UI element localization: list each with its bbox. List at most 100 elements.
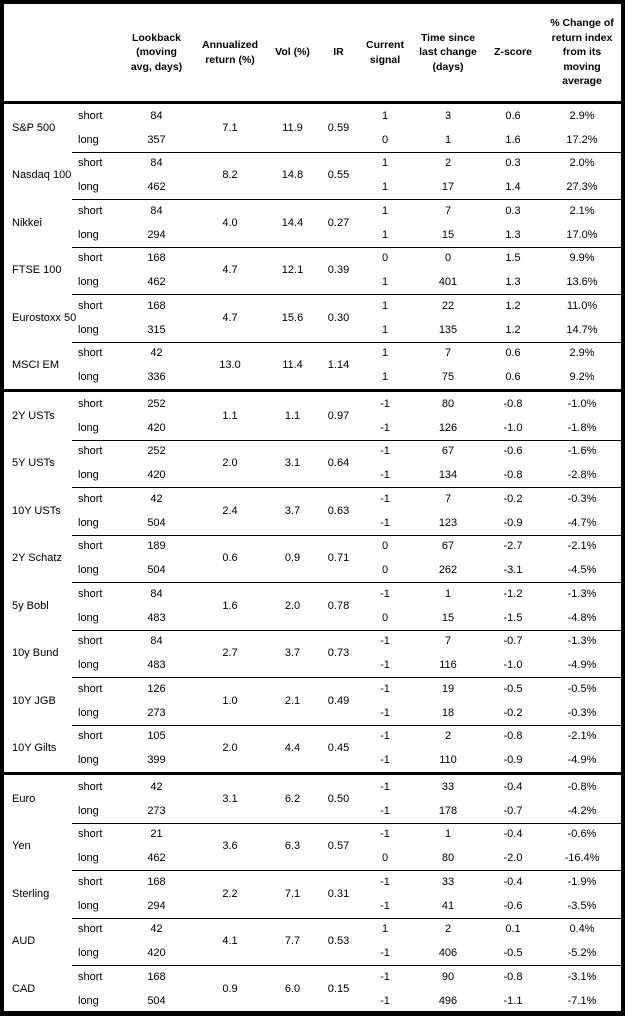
time-since-long-value: 110 <box>439 754 457 767</box>
ir-value: 1.14 <box>327 359 350 372</box>
signal-long-value: 1 <box>381 276 389 289</box>
zscore-short-value: -0.4 <box>503 780 523 793</box>
pct-change-long-value: -7.1% <box>567 994 597 1007</box>
ir-value: 0.31 <box>327 887 350 900</box>
lookback-long-value: 420 <box>147 421 166 434</box>
asset-name: Nasdaq 100 <box>12 169 72 182</box>
signal-long-value: -1 <box>380 804 390 817</box>
signal-short-value: 0 <box>381 252 389 265</box>
signal-long-value: -1 <box>380 947 390 960</box>
vol-value: 3.7 <box>284 647 301 660</box>
asset-block: 2Y Schatz short long 189 504 0.6 0.9 0.71 0 0 67 26… <box>4 534 621 583</box>
annualized-return-value: 3.1 <box>222 792 238 805</box>
zscore-long-value: -2.0 <box>503 852 523 865</box>
zscore-short-value: -0.7 <box>503 635 523 648</box>
vol-value: 6.0 <box>284 982 301 995</box>
pct-change-short-value: -2.1% <box>567 540 597 553</box>
column-header-10: % Change of return index from its moving… <box>550 17 614 88</box>
ir-value: 0.64 <box>327 457 350 470</box>
lookback-long-value: 294 <box>147 899 166 912</box>
time-since-short-value: 7 <box>444 635 452 648</box>
annualized-return-value: 4.7 <box>222 311 238 324</box>
row-label-short: short <box>78 635 103 648</box>
pct-change-short-value: 11.0% <box>566 299 598 312</box>
asset-block: Sterling short long 168 294 2.2 7.1 0.31 -1 -1 33 4… <box>4 870 621 918</box>
lookback-short-value: 105 <box>147 730 166 743</box>
section-rates: 2Y USTs short long 252 420 1.1 1.1 0.97 -1 -1 80 12… <box>4 389 621 772</box>
time-since-short-value: 3 <box>444 109 452 122</box>
time-since-long-value: 75 <box>441 371 455 384</box>
zscore-long-value: -0.9 <box>503 754 523 767</box>
row-label-short: short <box>78 828 103 841</box>
row-label-long: long <box>78 852 99 865</box>
lookback-long-value: 504 <box>147 994 166 1007</box>
vol-value: 14.8 <box>281 169 304 182</box>
pct-change-short-value: 2.1% <box>569 204 595 217</box>
row-label-long: long <box>78 611 99 624</box>
pct-change-long-value: -16.4% <box>564 852 600 865</box>
signal-long-value: 1 <box>381 228 389 241</box>
time-since-short-value: 80 <box>441 397 455 410</box>
asset-name: Yen <box>12 840 31 853</box>
asset-name: S&P 500 <box>12 121 56 134</box>
time-since-short-value: 33 <box>441 780 455 793</box>
pct-change-short-value: 2.9% <box>569 347 595 360</box>
vol-value: 15.6 <box>281 311 304 324</box>
lookback-short-value: 42 <box>150 347 163 360</box>
lookback-long-value: 273 <box>147 706 166 719</box>
vol-value: 0.9 <box>284 552 301 565</box>
lookback-long-value: 504 <box>147 564 166 577</box>
zscore-short-value: 0.3 <box>505 157 521 170</box>
annualized-return-value: 1.0 <box>222 694 238 707</box>
asset-block: Nikkei short long 84 294 4.0 14.4 0.27 1 1 7 15 0.3 1… <box>4 199 621 247</box>
row-label-long: long <box>78 516 99 529</box>
time-since-long-value: 18 <box>441 706 455 719</box>
vol-value: 7.1 <box>284 887 301 900</box>
pct-change-long-value: -4.5% <box>567 564 597 577</box>
ir-value: 0.78 <box>327 599 350 612</box>
time-since-short-value: 2 <box>444 923 452 936</box>
asset-block: CAD short long 168 504 0.9 6.0 0.15 -1 -1 90 496 -0.… <box>4 965 621 1011</box>
signal-short-value: 1 <box>381 347 389 360</box>
ir-value: 0.53 <box>327 935 350 948</box>
ir-value: 0.59 <box>327 121 350 134</box>
time-since-short-value: 0 <box>444 252 452 265</box>
row-label-long: long <box>78 133 99 146</box>
asset-block: 5y Bobl short long 84 483 1.6 2.0 0.78 -1 0 1 15 -1.… <box>4 582 621 630</box>
signal-short-value: 0 <box>381 540 389 553</box>
pct-change-short-value: 2.0% <box>569 157 595 170</box>
lookback-long-value: 420 <box>147 947 166 960</box>
vol-value: 11.9 <box>282 121 303 134</box>
annualized-return-value: 1.1 <box>222 409 238 422</box>
lookback-short-value: 84 <box>150 204 163 217</box>
section-fx: Euro short long 42 273 3.1 6.2 0.50 -1 -1 33 178 -0.… <box>4 772 621 1011</box>
time-since-short-value: 7 <box>444 492 452 505</box>
vol-value: 2.1 <box>284 694 301 707</box>
lookback-long-value: 399 <box>147 754 166 767</box>
row-label-long: long <box>78 804 99 817</box>
lookback-long-value: 462 <box>147 181 166 194</box>
lookback-long-value: 315 <box>147 323 166 336</box>
row-label-short: short <box>78 299 103 312</box>
asset-name: 10Y JGB <box>12 694 56 707</box>
time-since-short-value: 67 <box>441 540 455 553</box>
annualized-return-value: 4.7 <box>222 264 238 277</box>
signal-long-value: -1 <box>380 706 390 719</box>
column-header-3: Lookback (moving avg, days) <box>130 31 183 73</box>
row-label-short: short <box>78 397 103 410</box>
row-label-short: short <box>78 157 103 170</box>
lookback-short-value: 84 <box>150 109 163 122</box>
asset-block: Euro short long 42 273 3.1 6.2 0.50 -1 -1 33 178 -0.… <box>4 775 621 823</box>
time-since-long-value: 1 <box>444 133 452 146</box>
time-since-short-value: 90 <box>441 970 455 983</box>
asset-block: S&P 500 short long 84 357 7.1 11.9 0.59 1 0 3 1 0.6 1… <box>4 104 621 152</box>
zscore-short-value: 0.3 <box>505 204 521 217</box>
lookback-long-value: 273 <box>147 804 166 817</box>
lookback-long-value: 420 <box>147 469 166 482</box>
column-header-8: Time since last change (days) <box>419 31 477 73</box>
pct-change-long-value: 27.3% <box>566 181 598 194</box>
lookback-short-value: 168 <box>147 875 166 888</box>
time-since-long-value: 116 <box>439 659 457 672</box>
time-since-long-value: 80 <box>441 852 455 865</box>
signal-short-value: -1 <box>380 397 390 410</box>
